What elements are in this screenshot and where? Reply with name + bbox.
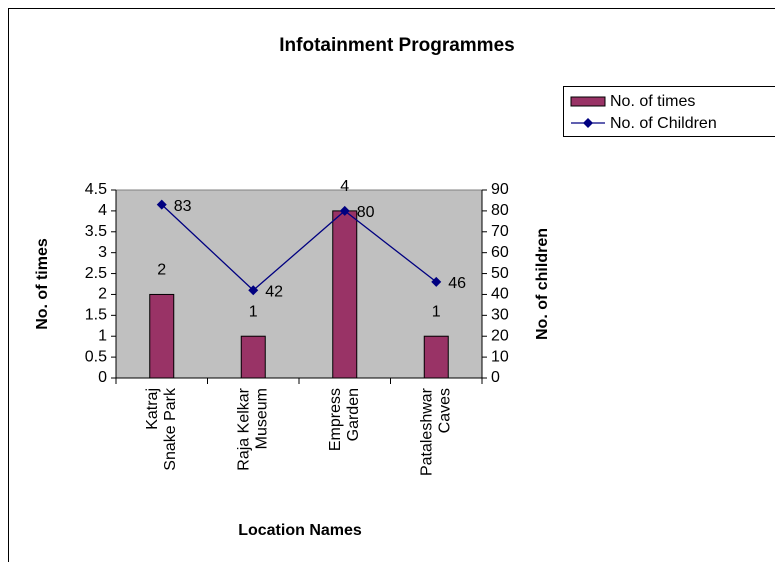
y-tick-label: 2 (98, 286, 107, 303)
x-tick-label: PataleshwarCaves (418, 387, 453, 476)
y-tick-label: 1.5 (85, 307, 107, 324)
marker (248, 285, 259, 296)
y2-axis-title: No. of children (534, 228, 551, 340)
y2-tick-label: 90 (491, 181, 509, 198)
y2-tick-label: 40 (491, 286, 509, 303)
legend-label: No. of times (610, 93, 695, 110)
bar (332, 210, 358, 379)
data-label: 80 (357, 204, 375, 221)
legend-swatch (570, 96, 606, 107)
y2-tick-label: 30 (491, 307, 509, 324)
y-tick-label: 1 (98, 327, 107, 344)
x-tick-label-line: Empress (327, 388, 344, 451)
data-label: 83 (174, 198, 192, 215)
x-tick-label: EmpressGarden (327, 388, 362, 451)
data-label: 42 (265, 283, 283, 300)
marker (431, 276, 442, 287)
y-tick-label: 0.5 (85, 348, 107, 365)
y2-tick-label: 50 (491, 265, 509, 282)
x-tick-label-line: Snake Park (162, 387, 179, 471)
legend-box (563, 86, 775, 137)
data-label: 4 (340, 178, 349, 195)
legend-label: No. of Children (610, 115, 717, 132)
y2-tick-label: 70 (491, 223, 509, 240)
data-label: 46 (448, 275, 466, 292)
plot-area (115, 189, 483, 379)
y2-tick-label: 60 (491, 244, 509, 261)
line (161, 204, 437, 292)
y-tick-label: 4.5 (85, 181, 107, 198)
x-tick-label-line: Pataleshwar (418, 387, 435, 476)
chart-title: Infotainment Programmes (279, 35, 514, 56)
x-tick-label-line: Caves (436, 388, 453, 433)
chart-border (8, 8, 775, 562)
x-axis-title: Location Names (238, 522, 362, 539)
y-tick-label: 3 (98, 244, 107, 261)
y2-tick-label: 0 (491, 369, 500, 386)
x-tick-label-line: Katraj (144, 388, 161, 430)
x-tick-label: KatrajSnake Park (144, 387, 179, 471)
x-tick-label-line: Garden (345, 388, 362, 441)
y-tick-label: 0 (98, 369, 107, 386)
x-tick-label-line: Raja Kelkar (235, 387, 252, 470)
y2-tick-label: 80 (491, 202, 509, 219)
y-tick-label: 2.5 (85, 265, 107, 282)
legend-marker (583, 118, 593, 128)
marker (156, 199, 167, 210)
x-tick-label: Raja KelkarMuseum (235, 387, 270, 470)
y-axis-title: No. of times (34, 238, 51, 330)
y-tick-label: 4 (98, 202, 107, 219)
bar (423, 335, 449, 379)
y-tick-label: 3.5 (85, 223, 107, 240)
data-label: 2 (157, 262, 166, 279)
y2-tick-label: 10 (491, 348, 509, 365)
y2-tick-label: 20 (491, 327, 509, 344)
bar (149, 293, 175, 379)
data-label: 1 (432, 303, 441, 320)
bar (240, 335, 266, 379)
x-tick-label-line: Museum (253, 388, 270, 449)
data-label: 1 (249, 303, 258, 320)
marker (339, 205, 350, 216)
